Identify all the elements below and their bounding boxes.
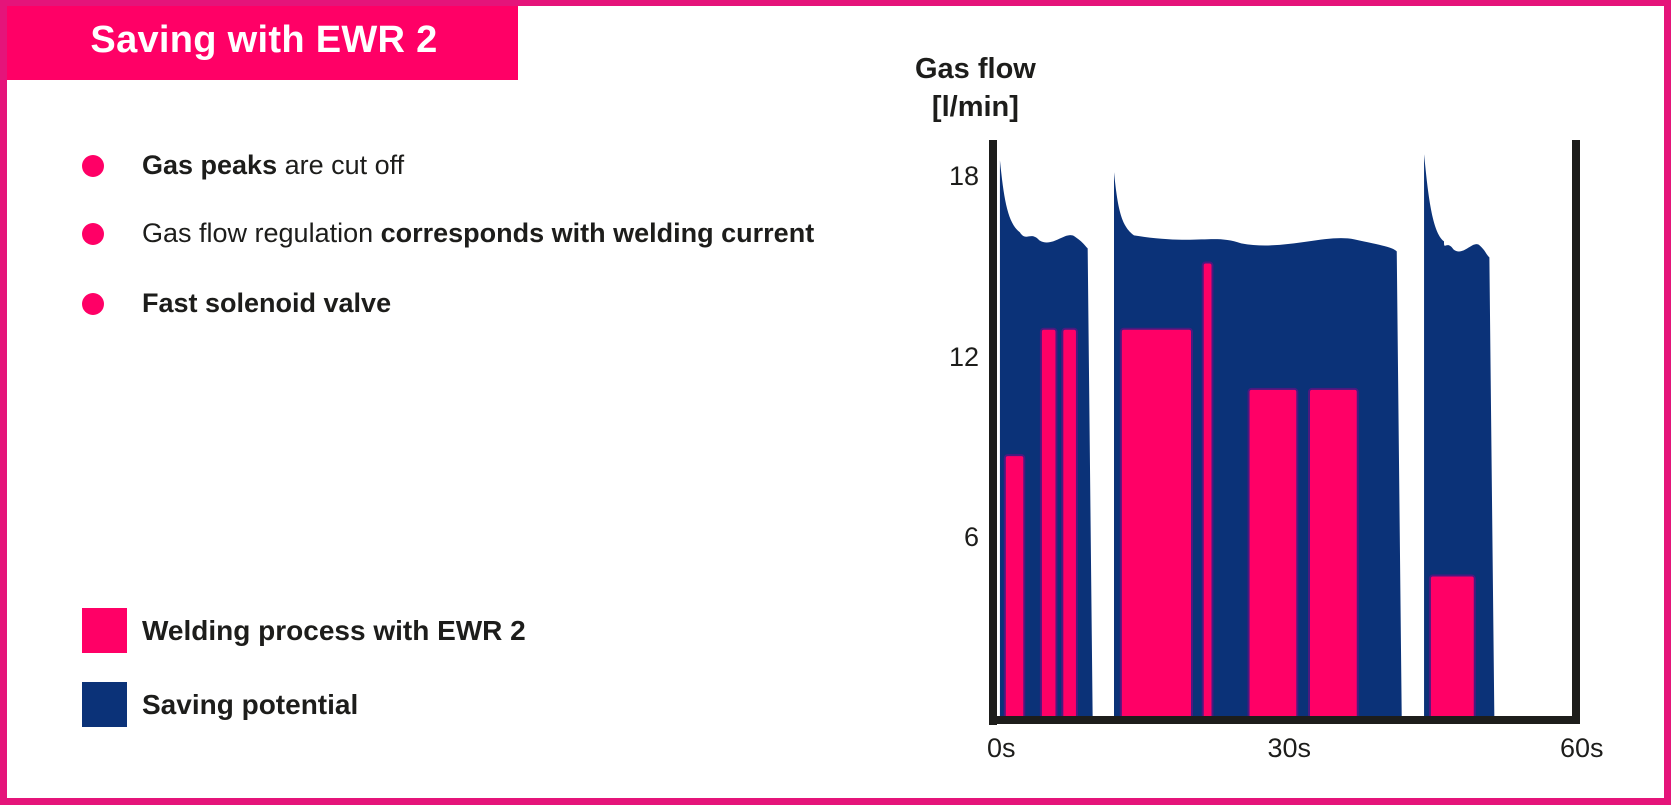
welding-bar: [1061, 327, 1078, 721]
welding-process-bars: [1003, 261, 1476, 722]
page-title: Saving with EWR 2: [90, 18, 438, 61]
feature-text-bold: Gas peaks: [142, 150, 278, 180]
x-tick-label: 0s: [987, 733, 1016, 763]
welding-bar: [1003, 454, 1026, 721]
feature-text-bold: corresponds with welding current: [380, 218, 815, 248]
welding-bar: [1201, 261, 1214, 721]
legend-item-welding: Welding process with EWR 2: [82, 608, 526, 653]
chart-axes: [989, 140, 1580, 725]
y-tick-label: 12: [948, 341, 979, 372]
x-axis-line: [989, 716, 1580, 724]
welding-bar: [1039, 327, 1058, 721]
bullet-dot-icon: [82, 154, 104, 177]
feature-text: Gas peaks are cut off: [142, 150, 404, 181]
feature-text-regular: Gas flow regulation: [142, 218, 381, 248]
feature-item-solenoid: Fast solenoid valve: [82, 288, 391, 319]
welding-bar: [1119, 327, 1193, 721]
right-axis-line: [1572, 140, 1580, 724]
feature-text: Fast solenoid valve: [142, 288, 391, 319]
welding-bar: [1247, 387, 1299, 721]
feature-text: Gas flow regulation corresponds with wel…: [142, 218, 814, 249]
welding-bar: [1308, 387, 1359, 721]
title-banner: Saving with EWR 2: [0, 0, 518, 80]
chart-title-line2: [l/min]: [931, 91, 1019, 123]
y-axis-line: [989, 140, 997, 725]
bullet-dot-icon: [82, 292, 104, 315]
x-tick-label: 30s: [1267, 733, 1312, 763]
legend-swatch-pink: [82, 608, 127, 653]
bullet-dot-icon: [82, 222, 104, 245]
welding-bar: [1428, 574, 1476, 722]
chart-y-axis-title: Gas flow [l/min]: [915, 50, 1036, 126]
legend-item-saving: Saving potential: [82, 682, 358, 727]
y-tick-label: 18: [948, 161, 979, 192]
feature-text-regular: are cut off: [277, 150, 405, 180]
x-tick-label: 60s: [1560, 733, 1604, 763]
feature-item-gas-peaks: Gas peaks are cut off: [82, 150, 404, 181]
legend-label: Saving potential: [142, 688, 359, 720]
feature-item-regulation: Gas flow regulation corresponds with wel…: [82, 218, 814, 249]
chart-title-line1: Gas flow: [915, 53, 1036, 85]
legend-swatch-navy: [82, 682, 127, 727]
y-tick-label: 6: [963, 522, 979, 553]
legend-label: Welding process with EWR 2: [142, 614, 526, 646]
feature-text-bold: Fast solenoid valve: [142, 288, 392, 318]
